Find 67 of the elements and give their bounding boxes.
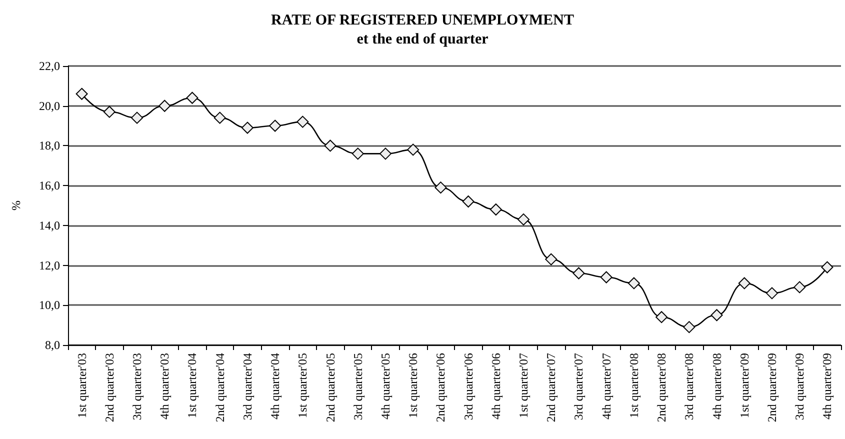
point bbox=[683, 321, 696, 334]
x-tick-label: 3rd quarter'06 bbox=[461, 353, 476, 420]
point bbox=[572, 267, 585, 280]
x-tick-label: 4th quarter'07 bbox=[599, 353, 614, 420]
x-tick-label: 2nd quarter'07 bbox=[544, 353, 558, 422]
point bbox=[434, 182, 447, 194]
x-tick-label: 2nd quarter'05 bbox=[323, 353, 338, 422]
x-tick-label: 3rd quarter'05 bbox=[350, 353, 365, 420]
point bbox=[821, 261, 834, 274]
point bbox=[296, 116, 309, 128]
point bbox=[518, 213, 530, 226]
x-tick-label: 1st quarter'09 bbox=[737, 353, 752, 418]
point bbox=[628, 277, 640, 290]
y-tick-label: 8,0 bbox=[45, 338, 60, 352]
x-tick-label: 3rd quarter'03 bbox=[130, 353, 144, 420]
chart-title: RATE OF REGISTERED UNEMPLOYMENT bbox=[271, 12, 574, 28]
y-tick-label: 20,0 bbox=[39, 98, 60, 113]
point bbox=[462, 196, 474, 208]
y-tick-label: 18,0 bbox=[39, 138, 60, 153]
x-tick-label: 3rd quarter'08 bbox=[682, 353, 696, 420]
x-tick-label: 4th quarter'05 bbox=[378, 353, 392, 420]
point bbox=[324, 140, 336, 152]
y-tick-label: 10,0 bbox=[39, 298, 60, 312]
point bbox=[407, 144, 420, 156]
point bbox=[766, 287, 778, 300]
y-tick-label: 16,0 bbox=[39, 178, 60, 193]
x-tick-label: 3rd quarter'04 bbox=[240, 353, 254, 420]
point bbox=[738, 277, 750, 290]
x-tick-label: 4th quarter'08 bbox=[710, 353, 724, 420]
x-tick-label: 2nd quarter'09 bbox=[764, 353, 779, 422]
x-tick-label: 4th quarter'09 bbox=[820, 353, 834, 420]
x-tick-label: 1st quarter'04 bbox=[185, 353, 200, 418]
point bbox=[76, 88, 88, 100]
point bbox=[214, 112, 226, 124]
point bbox=[490, 203, 502, 216]
y-tick-label: 22,0 bbox=[39, 59, 60, 73]
point bbox=[379, 148, 392, 160]
point bbox=[710, 309, 723, 322]
point bbox=[656, 311, 668, 324]
point bbox=[545, 253, 558, 266]
x-tick-label: 3rd quarter'09 bbox=[792, 353, 807, 420]
x-tick-label: 2nd quarter'04 bbox=[212, 353, 227, 422]
x-tick-label: 1st quarter'08 bbox=[626, 353, 641, 418]
point bbox=[103, 106, 116, 118]
point bbox=[241, 122, 254, 134]
point bbox=[186, 92, 198, 104]
y-axis-title: % bbox=[9, 200, 23, 210]
point bbox=[131, 112, 144, 124]
point bbox=[269, 120, 282, 132]
y-tick-label: 14,0 bbox=[39, 218, 60, 232]
point bbox=[158, 100, 171, 112]
x-tick-label: 1st quarter'07 bbox=[516, 353, 531, 418]
x-tick-label: 2nd quarter'06 bbox=[434, 353, 448, 422]
chart-subtitle: et the end of quarter bbox=[356, 32, 489, 48]
x-tick-label: 2nd quarter'08 bbox=[654, 353, 669, 422]
x-tick-label: 4th quarter'06 bbox=[488, 353, 503, 420]
point bbox=[600, 271, 612, 284]
point bbox=[352, 148, 364, 160]
x-tick-label: 2nd quarter'03 bbox=[102, 353, 116, 422]
x-tick-label: 3rd quarter'07 bbox=[572, 353, 586, 420]
x-tick-label: 1st quarter'03 bbox=[74, 353, 89, 418]
x-tick-label: 1st quarter'06 bbox=[406, 353, 420, 418]
y-tick-label: 12,0 bbox=[39, 258, 60, 272]
x-tick-label: 1st quarter'05 bbox=[296, 353, 310, 418]
x-tick-label: 4th quarter'04 bbox=[268, 353, 282, 420]
x-tick-label: 4th quarter'03 bbox=[158, 353, 172, 420]
point bbox=[794, 281, 806, 294]
